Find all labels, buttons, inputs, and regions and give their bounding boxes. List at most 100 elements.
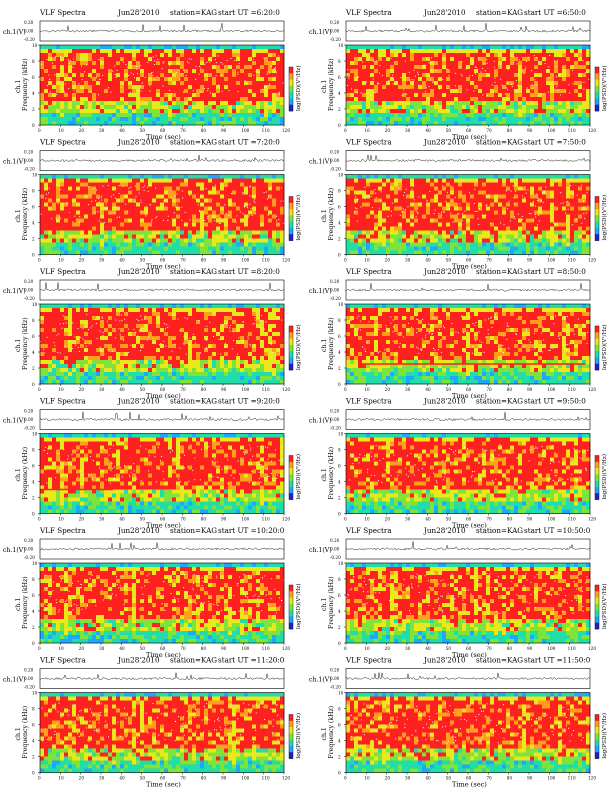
spectrogram-cell	[120, 105, 124, 109]
spectrogram-cell	[236, 243, 240, 247]
spectrogram-cell	[180, 69, 184, 73]
spectrogram-cell	[228, 199, 232, 203]
spectrogram-cell	[268, 203, 272, 207]
spectrogram-cell	[224, 45, 228, 49]
spectrogram-speckle	[527, 88, 528, 89]
spectrogram-cell	[248, 53, 252, 57]
spectrogram-cell	[510, 93, 514, 97]
spectrogram-cell	[176, 85, 180, 89]
trace-ylabel: ch.1(V)	[309, 29, 332, 36]
spectrogram-speckle	[557, 60, 558, 61]
trace-frame	[40, 151, 284, 171]
spectrogram-cell	[64, 65, 68, 69]
spectrogram-cell	[136, 81, 140, 85]
spectrogram-cell	[490, 57, 494, 61]
spectrogram-cell	[208, 183, 212, 187]
spectrogram-cell	[386, 231, 390, 235]
spectrogram-cell	[346, 85, 350, 89]
spectrogram-cell	[212, 251, 216, 255]
spectrogram-cell	[438, 89, 442, 93]
spectrogram-cell	[450, 187, 454, 191]
spectrogram-cell	[112, 117, 116, 121]
spectrogram-cell	[418, 207, 422, 211]
spectrogram-cell	[378, 97, 382, 101]
spectrogram-cell	[84, 191, 88, 195]
spectrogram-cell	[272, 227, 276, 231]
spectrogram-cell	[394, 183, 398, 187]
spectrogram-cell	[124, 187, 128, 191]
spectrogram-cell	[382, 109, 386, 113]
spectrogram-cell	[378, 109, 382, 113]
spectrogram-cell	[100, 89, 104, 93]
spectrogram-cell	[276, 183, 280, 187]
spectrogram-cell	[494, 89, 498, 93]
spectrogram-speckle	[111, 196, 112, 197]
spectrogram-cell	[558, 117, 562, 121]
spectrogram-cell	[132, 251, 136, 255]
spectrogram-speckle	[69, 212, 70, 213]
spectrogram-cell	[216, 203, 220, 207]
spectrogram-cell	[176, 109, 180, 113]
spectrogram-cell	[494, 97, 498, 101]
spectrogram-cell	[374, 69, 378, 73]
spectrogram-cell	[228, 195, 232, 199]
spectrogram-cell	[88, 121, 92, 125]
spectrogram-cell	[280, 195, 284, 199]
spectrogram-cell	[244, 175, 248, 179]
spectrogram-cell	[354, 57, 358, 61]
spectrogram-cell	[48, 227, 52, 231]
spectrogram-cell	[498, 69, 502, 73]
spectrogram-cell	[196, 57, 200, 61]
spectrogram-speckle	[229, 90, 230, 91]
spectrogram-cell	[260, 227, 264, 231]
spectrogram-cell	[232, 215, 236, 219]
spectrogram-cell	[422, 227, 426, 231]
spectrogram-cell	[486, 85, 490, 89]
spectrogram-cell	[370, 117, 374, 121]
spectrogram-cell	[160, 207, 164, 211]
spectrogram-cell	[176, 101, 180, 105]
spectrogram-speckle	[400, 77, 401, 78]
spectrogram-cell	[88, 97, 92, 101]
spectrogram-speckle	[154, 64, 155, 65]
spectrogram-cell	[378, 45, 382, 49]
spectrogram-cell	[438, 121, 442, 125]
spectrogram-cell	[470, 199, 474, 203]
spectrogram-cell	[362, 183, 366, 187]
spectrogram-cell	[546, 45, 550, 49]
spectrogram-cell	[56, 251, 60, 255]
y-tick-label: 6	[338, 75, 341, 80]
spectrogram-cell	[406, 45, 410, 49]
spectrogram-cell	[442, 73, 446, 77]
spectrogram-cell	[96, 65, 100, 69]
spectrogram-cell	[56, 65, 60, 69]
spectrogram-cell	[216, 89, 220, 93]
spectrogram-cell	[422, 69, 426, 73]
spectrogram-speckle	[390, 58, 391, 59]
spectrogram-cell	[410, 113, 414, 117]
spectrogram-cell	[88, 45, 92, 49]
spectrogram-cell	[374, 207, 378, 211]
spectrogram-cell	[276, 117, 280, 121]
spectrogram-cell	[462, 183, 466, 187]
spectrogram-cell	[148, 227, 152, 231]
spectrogram-cell	[394, 61, 398, 65]
spectrogram-cell	[172, 101, 176, 105]
spectrogram-cell	[458, 247, 462, 251]
spectrogram-speckle	[276, 216, 277, 217]
spectrogram-cell	[100, 109, 104, 113]
spectrogram-cell	[502, 49, 506, 53]
spectrogram-cell	[426, 215, 430, 219]
spectrogram-cell	[148, 61, 152, 65]
spectrogram-cell	[486, 81, 490, 85]
colorbar-swatch	[595, 105, 599, 112]
spectrogram-cell	[180, 251, 184, 255]
spectrogram-cell	[220, 85, 224, 89]
spectrogram-cell	[160, 191, 164, 195]
spectrogram-cell	[76, 85, 80, 89]
spectrogram-cell	[366, 85, 370, 89]
spectrogram-cell	[478, 45, 482, 49]
spectrogram-cell	[418, 49, 422, 53]
spectrogram-cell	[264, 239, 268, 243]
x-tick-label: 80	[507, 128, 513, 133]
